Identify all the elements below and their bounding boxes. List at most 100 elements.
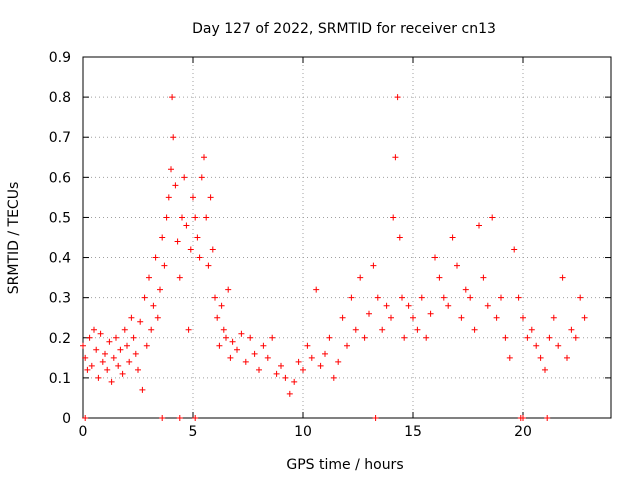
data-point-marker xyxy=(489,214,496,221)
data-point-marker xyxy=(467,294,474,301)
data-point-marker xyxy=(511,246,518,253)
data-point-marker xyxy=(445,302,452,309)
data-point-marker xyxy=(150,302,157,309)
data-point-marker xyxy=(564,354,570,361)
data-point-marker xyxy=(154,314,161,321)
data-point-marker xyxy=(194,234,201,241)
y-tick-label: 0 xyxy=(62,411,71,427)
data-point-marker xyxy=(115,362,122,369)
data-point-marker xyxy=(179,214,185,221)
y-tick-label: 0.3 xyxy=(49,291,71,307)
data-point-marker xyxy=(502,334,509,341)
data-point-marker xyxy=(414,326,421,333)
data-point-marker xyxy=(214,314,221,321)
data-point-marker xyxy=(95,374,102,381)
data-point-marker xyxy=(282,374,289,381)
y-axis: 0 0.1 0.2 0.3 0.4 0.5 0.6 0.7 0.8 0.9 xyxy=(49,50,611,427)
data-point-marker xyxy=(372,415,379,421)
data-point-marker xyxy=(209,246,216,253)
data-point-marker xyxy=(82,354,89,361)
data-point-marker xyxy=(544,415,551,421)
data-point-marker xyxy=(286,390,293,397)
data-point-marker xyxy=(170,134,177,141)
data-point-marker xyxy=(256,366,262,373)
data-point-marker xyxy=(344,342,350,349)
data-point-marker xyxy=(99,358,106,365)
data-point-marker xyxy=(201,154,207,161)
data-point-marker xyxy=(130,334,137,341)
data-point-marker xyxy=(227,354,234,361)
data-point-marker xyxy=(348,294,355,301)
data-point-marker xyxy=(216,342,223,349)
data-point-marker xyxy=(352,326,359,333)
data-point-marker xyxy=(172,182,179,189)
data-point-marker xyxy=(106,338,113,345)
data-point-marker xyxy=(568,326,575,333)
data-point-marker xyxy=(86,334,93,341)
data-point-marker xyxy=(110,354,117,361)
data-point-marker xyxy=(471,326,478,333)
data-point-marker xyxy=(198,174,205,181)
data-point-marker xyxy=(117,346,124,353)
data-point-marker xyxy=(396,234,403,241)
data-point-marker xyxy=(498,294,504,301)
data-point-marker xyxy=(388,314,394,321)
data-point-marker xyxy=(269,334,276,341)
data-point-marker xyxy=(183,222,190,229)
data-point-marker xyxy=(185,326,192,333)
data-point-marker xyxy=(370,262,377,269)
data-point-marker xyxy=(196,254,203,261)
data-point-marker xyxy=(88,362,95,369)
data-point-marker xyxy=(577,294,584,301)
data-point-marker xyxy=(264,354,271,361)
data-point-marker xyxy=(251,350,258,357)
data-point-marker xyxy=(330,374,337,381)
data-point-marker xyxy=(161,262,168,269)
data-point-marker xyxy=(572,334,579,341)
data-point-marker xyxy=(260,342,267,349)
data-points xyxy=(80,94,588,421)
data-point-marker xyxy=(493,314,500,321)
data-point-marker xyxy=(427,310,434,317)
data-point-marker xyxy=(304,342,311,349)
data-point-marker xyxy=(273,370,280,377)
data-point-marker xyxy=(432,254,438,261)
data-point-marker xyxy=(152,254,159,261)
data-point-marker xyxy=(423,334,430,341)
data-point-marker xyxy=(126,358,133,365)
data-point-marker xyxy=(163,214,170,221)
data-point-marker xyxy=(440,294,447,301)
data-point-marker xyxy=(390,214,397,221)
data-point-marker xyxy=(143,342,150,349)
data-point-marker xyxy=(148,326,155,333)
data-point-marker xyxy=(476,222,482,229)
data-point-marker xyxy=(418,294,425,301)
data-point-marker xyxy=(291,378,298,385)
data-point-marker xyxy=(379,326,386,333)
data-point-marker xyxy=(205,262,212,269)
data-point-marker xyxy=(520,415,526,421)
y-tick-label: 0.1 xyxy=(49,371,71,387)
data-point-marker xyxy=(295,358,302,365)
data-point-marker xyxy=(366,310,372,317)
data-point-marker xyxy=(317,362,324,369)
data-point-marker xyxy=(436,274,443,281)
data-point-marker xyxy=(546,334,553,341)
data-point-marker xyxy=(146,274,152,281)
data-point-marker xyxy=(322,350,328,357)
data-point-marker xyxy=(102,350,108,357)
x-tick-label: 20 xyxy=(514,424,532,440)
x-tick-label: 15 xyxy=(404,424,422,440)
data-point-marker xyxy=(169,94,176,101)
data-point-marker xyxy=(139,386,146,393)
data-point-marker xyxy=(181,174,188,181)
data-point-marker xyxy=(550,314,557,321)
data-point-marker xyxy=(137,318,144,325)
chart-title: Day 127 of 2022, SRMTID for receiver cn1… xyxy=(192,21,496,37)
data-point-marker xyxy=(135,366,141,373)
y-tick-label: 0.7 xyxy=(49,130,71,146)
data-point-marker xyxy=(238,330,245,337)
data-point-marker xyxy=(392,154,399,161)
data-point-marker xyxy=(357,274,364,281)
data-point-marker xyxy=(480,274,487,281)
